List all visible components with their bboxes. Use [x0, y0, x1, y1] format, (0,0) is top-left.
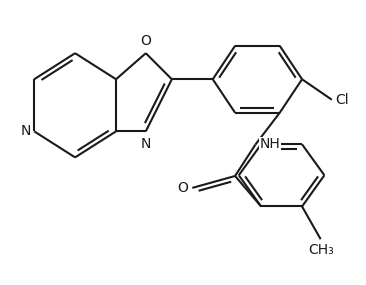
Text: Cl: Cl [336, 93, 349, 107]
Text: N: N [141, 137, 151, 151]
Text: NH: NH [259, 137, 280, 151]
Text: O: O [140, 34, 151, 48]
Text: N: N [21, 124, 31, 138]
Text: CH₃: CH₃ [308, 243, 333, 257]
Text: O: O [178, 181, 188, 195]
